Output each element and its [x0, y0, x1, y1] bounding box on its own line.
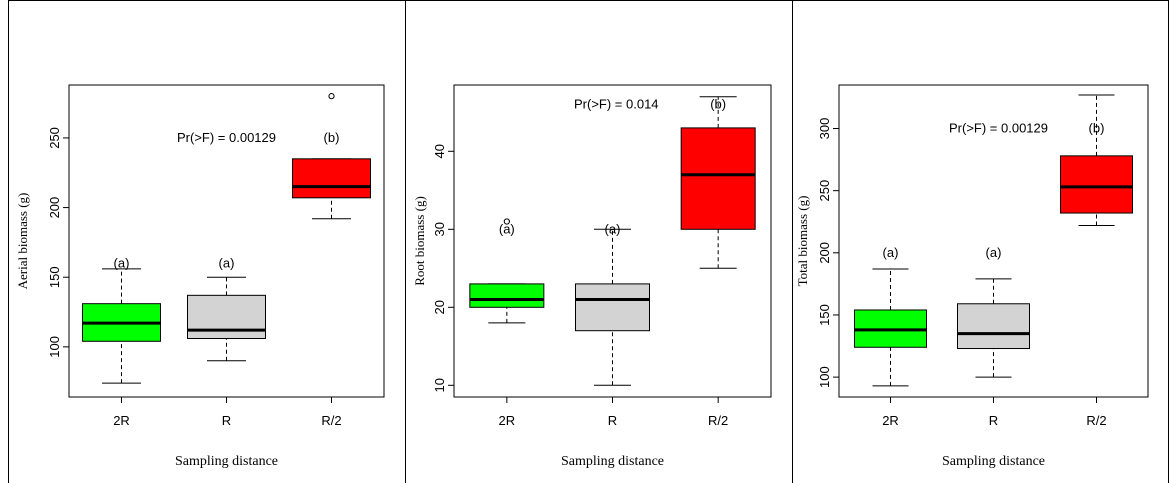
box-R	[957, 303, 1030, 350]
y-tick-label: 40	[432, 144, 447, 158]
x-tick-label: R	[608, 413, 617, 428]
group-letter: (a)	[883, 245, 899, 260]
aerial-biomass-chart: 100 150 200 250 (a) 2R (a) R (b) R/2 Pr(>F) = 0.00…	[15, 84, 385, 469]
x-tick-label: 2R	[882, 413, 899, 428]
y-tick-label: 300	[817, 118, 832, 140]
root-biomass-chart: 10 20 30 40 (a) 2R (a) R (b) R/2 Pr(>F) = 0.014 Sam…	[412, 84, 772, 469]
group-letter: (a)	[219, 255, 235, 270]
group-letter: (b)	[710, 97, 726, 112]
x-tick-label: R/2	[1086, 413, 1106, 428]
y-tick-label: 20	[432, 300, 447, 314]
box-R	[187, 294, 266, 340]
y-axis-label: Root biomass (g)	[412, 196, 427, 286]
outlier-point	[503, 218, 510, 225]
box-2R	[469, 283, 545, 308]
x-axis-label: Sampling distance	[175, 454, 278, 469]
x-tick-label: 2R	[113, 413, 130, 428]
group-letter: (a)	[986, 245, 1002, 260]
group-letter: (b)	[1089, 121, 1105, 136]
box-R	[575, 283, 650, 332]
root-biomass-panel: 10 20 30 40 (a) 2R (a) R (b) R/2 Pr(>F) = 0.014 Sam…	[406, 0, 793, 483]
y-tick-label: 150	[47, 266, 62, 288]
x-tick-label: R/2	[321, 413, 341, 428]
y-axis-label: Aerial biomass (g)	[15, 193, 30, 290]
y-tick-label: 100	[47, 336, 62, 358]
group-letter: (b)	[324, 130, 340, 145]
y-tick-label: 150	[817, 304, 832, 326]
y-tick-label: 100	[817, 366, 832, 388]
anova-p-value: Pr(>F) = 0.00129	[177, 130, 276, 145]
anova-p-value: Pr(>F) = 0.014	[574, 97, 659, 112]
x-axis-label: Sampling distance	[942, 454, 1045, 469]
anova-p-value: Pr(>F) = 0.00129	[949, 121, 1048, 136]
y-tick-label: 250	[817, 180, 832, 202]
y-tick-label: 200	[47, 197, 62, 219]
y-tick-label: 200	[817, 242, 832, 264]
y-tick-label: 10	[432, 378, 447, 392]
total-biomass-chart: 100 150 200 250 300 (a) 2R (a) R (b) R/2 Pr(>F) = 0…	[795, 84, 1149, 469]
group-letter: (a)	[499, 221, 515, 236]
y-tick-label: 250	[47, 127, 62, 149]
aerial-biomass-panel: 100 150 200 250 (a) 2R (a) R (b) R/2 Pr(>F) = 0.00…	[8, 0, 406, 483]
group-letter: (a)	[114, 255, 130, 270]
y-tick-label: 30	[432, 222, 447, 236]
box-R/2	[1060, 155, 1133, 214]
box-R/2	[292, 158, 371, 199]
outlier-point	[328, 93, 335, 100]
x-axis-label: Sampling distance	[561, 454, 664, 469]
group-letter: (a)	[605, 221, 621, 236]
figure-top-border	[8, 0, 1169, 1]
box-R/2	[680, 127, 756, 230]
x-tick-label: 2R	[499, 413, 516, 428]
x-tick-label: R	[222, 413, 231, 428]
x-tick-label: R	[989, 413, 998, 428]
y-axis-label: Total biomass (g)	[795, 196, 810, 287]
x-tick-label: R/2	[708, 413, 728, 428]
total-biomass-panel: 100 150 200 250 300 (a) 2R (a) R (b) R/2 Pr(>F) = 0…	[793, 0, 1169, 483]
